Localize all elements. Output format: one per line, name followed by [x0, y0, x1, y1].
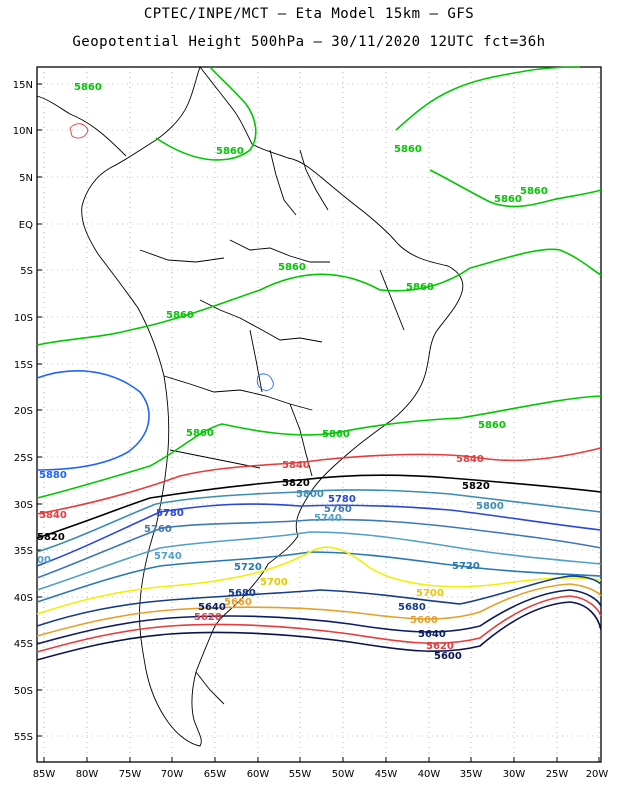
contour-5700 [36, 546, 602, 615]
lon-label: 20W [586, 769, 609, 780]
chart-title-line-2: Geopotential Height 500hPa – 30/11/2020 … [72, 34, 546, 50]
contour-lines [36, 66, 602, 661]
lon-label: 50W [332, 769, 355, 780]
lon-label: 25W [546, 769, 569, 780]
contour-label: 5760 [324, 504, 352, 515]
contour-5880 [36, 370, 150, 471]
lon-label: 35W [460, 769, 483, 780]
axis-ticks [37, 83, 600, 762]
contour-5640 [36, 589, 602, 645]
contour-label: 5780 [328, 494, 356, 505]
lon-label: 85W [33, 769, 56, 780]
latitude-labels: 15N 10N 5N EQ 5S 10S 15S 20S 25S 30S 35S… [13, 80, 33, 743]
contour-5860-north [36, 248, 602, 346]
lat-label: 55S [14, 732, 33, 743]
contour-label: 5700 [260, 577, 288, 588]
lat-label: 40S [14, 593, 33, 604]
contour-label: 5800 [476, 501, 504, 512]
contour-label: 5860 [186, 428, 214, 439]
lat-label: 15S [14, 360, 33, 371]
contour-labels: 5860 5860 5860 5860 5860 5860 5860 5860 … [37, 82, 548, 662]
map-frame [36, 66, 602, 763]
contour-label: 5680 [228, 588, 256, 599]
contour-label: 5860 [494, 194, 522, 205]
lat-label: 5N [19, 173, 33, 184]
contour-label: 5800 [296, 489, 324, 500]
chart-title-line-1: CPTEC/INPE/MCT – Eta Model 15km – GFS [143, 6, 475, 22]
contour-5860-south [36, 395, 602, 499]
contour-5820 [36, 474, 602, 539]
contour-label: 5860 [478, 420, 506, 431]
contour-label: 5780 [156, 508, 184, 519]
contour-label: 00 [37, 555, 51, 566]
contour-5660 [36, 583, 602, 637]
lat-label: 30S [14, 500, 33, 511]
contour-label: 5600 [434, 651, 462, 662]
lon-label: 30W [503, 769, 526, 780]
lat-label: 50S [14, 686, 33, 697]
lon-label: 40W [418, 769, 441, 780]
contour-label: 5640 [198, 602, 226, 613]
lat-label: 45S [14, 639, 33, 650]
longitude-labels: 85W 80W 75W 70W 65W 60W 55W 50W 45W 40W … [33, 769, 609, 780]
lon-label: 45W [375, 769, 398, 780]
lat-label: 10N [13, 126, 33, 137]
contour-5760 [36, 518, 602, 579]
coastline [36, 66, 464, 747]
contour-label: 5860 [322, 429, 350, 440]
contour-label: 5660 [224, 597, 252, 608]
contour-5740 [36, 531, 602, 591]
lon-label: 65W [204, 769, 227, 780]
contour-label: 5720 [452, 561, 480, 572]
lat-label: EQ [19, 220, 33, 231]
contour-label: 5620 [426, 641, 454, 652]
contour-5840 [36, 447, 602, 515]
lat-label: 25S [14, 453, 33, 464]
lon-label: 80W [76, 769, 99, 780]
contour-5860-top [155, 66, 257, 161]
contour-label: 5860 [520, 186, 548, 197]
lon-label: 75W [119, 769, 142, 780]
contour-5860-east [395, 66, 581, 131]
contour-label: 5860 [166, 310, 194, 321]
contour-label: 5820 [37, 532, 65, 543]
contour-label: 5620 [194, 612, 222, 623]
lat-label: 10S [14, 313, 33, 324]
contour-label: 5660 [410, 615, 438, 626]
lat-label: 5S [20, 266, 33, 277]
contour-label: 5820 [462, 481, 490, 492]
contour-5800 [36, 489, 602, 553]
contour-label: 5840 [39, 510, 67, 521]
contour-label: 5740 [314, 513, 342, 524]
contour-label: 5860 [278, 262, 306, 273]
contour-5780 [36, 503, 602, 567]
contour-label: 5820 [282, 478, 310, 489]
contour-5620 [36, 595, 602, 653]
contour-label: 5640 [418, 629, 446, 640]
lat-label: 20S [14, 406, 33, 417]
contour-label: 5860 [406, 282, 434, 293]
contour-5680 [36, 575, 602, 627]
contour-label: 5880 [39, 470, 67, 481]
contour-label: 5680 [398, 602, 426, 613]
lat-label: 35S [14, 546, 33, 557]
contour-5860-ne [429, 169, 602, 208]
contour-label: 5860 [394, 144, 422, 155]
contour-label: 5700 [416, 588, 444, 599]
contour-label: 5840 [456, 454, 484, 465]
contour-label: 5860 [74, 82, 102, 93]
grid-lines [37, 67, 601, 762]
contour-label: 5760 [144, 524, 172, 535]
lon-label: 60W [247, 769, 270, 780]
contour-label: 5740 [154, 551, 182, 562]
contour-label: 5720 [234, 562, 262, 573]
lat-label: 15N [13, 80, 33, 91]
contour-label: 5860 [216, 146, 244, 157]
contour-5600 [36, 601, 602, 661]
contour-label: 5840 [282, 460, 310, 471]
lon-label: 55W [289, 769, 312, 780]
lon-label: 70W [161, 769, 184, 780]
